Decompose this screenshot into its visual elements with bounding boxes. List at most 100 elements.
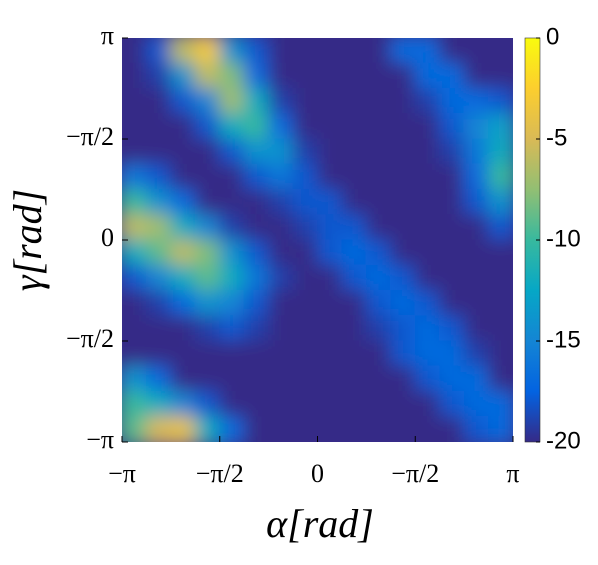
cell bbox=[122, 189, 147, 216]
cell bbox=[365, 390, 392, 418]
colorbar-tick-label: -5 bbox=[546, 124, 567, 151]
cell bbox=[194, 62, 221, 90]
cell bbox=[292, 38, 319, 64]
cell bbox=[122, 416, 147, 442]
cell bbox=[219, 239, 245, 266]
cell bbox=[292, 88, 319, 115]
cell bbox=[170, 340, 196, 367]
cell bbox=[219, 138, 245, 165]
cell bbox=[268, 264, 294, 291]
cell bbox=[316, 62, 343, 90]
cell bbox=[316, 214, 343, 241]
cell bbox=[194, 289, 221, 317]
cell bbox=[414, 289, 441, 317]
cell bbox=[341, 264, 367, 291]
cell bbox=[439, 88, 465, 115]
cell bbox=[463, 138, 490, 165]
cell bbox=[219, 62, 245, 90]
cell bbox=[390, 289, 416, 317]
cell bbox=[463, 289, 490, 317]
y-axis-label: γ[rad] bbox=[5, 189, 50, 291]
cell bbox=[268, 416, 294, 442]
cell bbox=[194, 88, 221, 115]
colorbar-tick-label: -15 bbox=[546, 326, 581, 353]
cell bbox=[341, 163, 367, 191]
x-axis-label: α[rad] bbox=[266, 501, 374, 546]
cell bbox=[292, 138, 319, 165]
cell bbox=[122, 390, 147, 418]
cell bbox=[414, 239, 441, 266]
cell bbox=[194, 264, 221, 291]
cell bbox=[243, 340, 270, 367]
cell bbox=[341, 390, 367, 418]
cell bbox=[414, 214, 441, 241]
cell bbox=[463, 38, 490, 64]
cell bbox=[268, 365, 294, 392]
colorbar-tick-label: -10 bbox=[546, 225, 581, 252]
cell bbox=[219, 315, 245, 342]
cell bbox=[122, 113, 147, 140]
cell bbox=[219, 214, 245, 241]
cell bbox=[268, 315, 294, 342]
heatmap bbox=[122, 38, 513, 442]
cell bbox=[122, 239, 147, 266]
cell bbox=[292, 390, 319, 418]
cell bbox=[414, 365, 441, 392]
cell bbox=[488, 315, 513, 342]
cell bbox=[414, 88, 441, 115]
cell bbox=[194, 416, 221, 442]
cell bbox=[414, 163, 441, 191]
cell bbox=[414, 264, 441, 291]
cell bbox=[170, 163, 196, 191]
cell bbox=[292, 340, 319, 367]
cell bbox=[414, 390, 441, 418]
y-tick-label: −π bbox=[86, 425, 114, 454]
cell bbox=[268, 189, 294, 216]
cell bbox=[365, 239, 392, 266]
cell bbox=[292, 214, 319, 241]
cell bbox=[463, 416, 490, 442]
cell bbox=[488, 365, 513, 392]
cell bbox=[488, 38, 513, 64]
cell bbox=[365, 113, 392, 140]
x-tick-label: π bbox=[506, 459, 519, 488]
cell bbox=[390, 113, 416, 140]
cell bbox=[316, 390, 343, 418]
cell bbox=[341, 340, 367, 367]
cell bbox=[341, 214, 367, 241]
cell bbox=[268, 88, 294, 115]
colorbar-tick-label: -20 bbox=[546, 427, 581, 454]
cell bbox=[292, 264, 319, 291]
cell bbox=[145, 163, 172, 191]
cell bbox=[341, 88, 367, 115]
cell bbox=[145, 289, 172, 317]
cell bbox=[243, 416, 270, 442]
cell bbox=[268, 390, 294, 418]
cell bbox=[488, 390, 513, 418]
cell bbox=[439, 38, 465, 64]
cell bbox=[219, 189, 245, 216]
cell bbox=[316, 38, 343, 64]
cell bbox=[390, 214, 416, 241]
cell bbox=[341, 365, 367, 392]
cell bbox=[488, 113, 513, 140]
cell bbox=[488, 239, 513, 266]
cell bbox=[243, 113, 270, 140]
cell bbox=[122, 214, 147, 241]
cell bbox=[439, 163, 465, 191]
cell bbox=[341, 38, 367, 64]
cell bbox=[194, 163, 221, 191]
cell bbox=[243, 239, 270, 266]
y-tick-label: 0 bbox=[101, 223, 114, 252]
cell bbox=[414, 189, 441, 216]
cell bbox=[439, 113, 465, 140]
cell bbox=[292, 62, 319, 90]
x-tick-label: −π/2 bbox=[196, 459, 244, 488]
cell bbox=[316, 113, 343, 140]
cell bbox=[170, 88, 196, 115]
cell bbox=[170, 38, 196, 64]
cell bbox=[292, 113, 319, 140]
cell bbox=[145, 340, 172, 367]
cell bbox=[390, 189, 416, 216]
cell bbox=[316, 289, 343, 317]
